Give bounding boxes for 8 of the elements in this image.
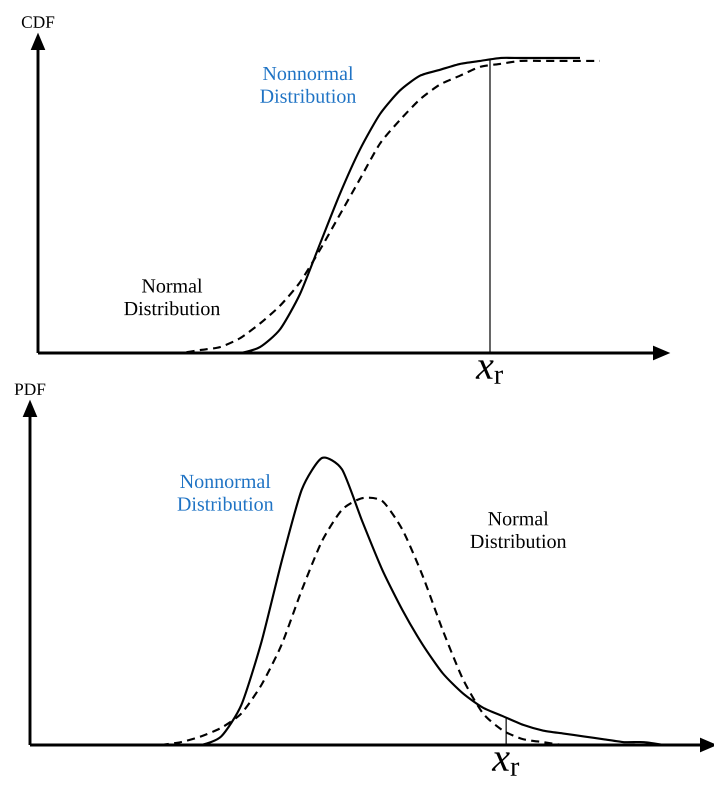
text: x$_{r}$ bbox=[492, 752, 520, 776]
series-label: Nonnormal Distribution bbox=[178, 474, 274, 511]
text: x$_{r}$ bbox=[476, 360, 503, 384]
series-label: Normal Distribution bbox=[124, 278, 220, 316]
text: Normal Distribution bbox=[470, 511, 566, 548]
y-axis-title: CDF bbox=[22, 16, 54, 28]
y-axis-title: PDF bbox=[14, 384, 46, 395]
series-label: Nonnormal Distribution bbox=[260, 66, 356, 103]
